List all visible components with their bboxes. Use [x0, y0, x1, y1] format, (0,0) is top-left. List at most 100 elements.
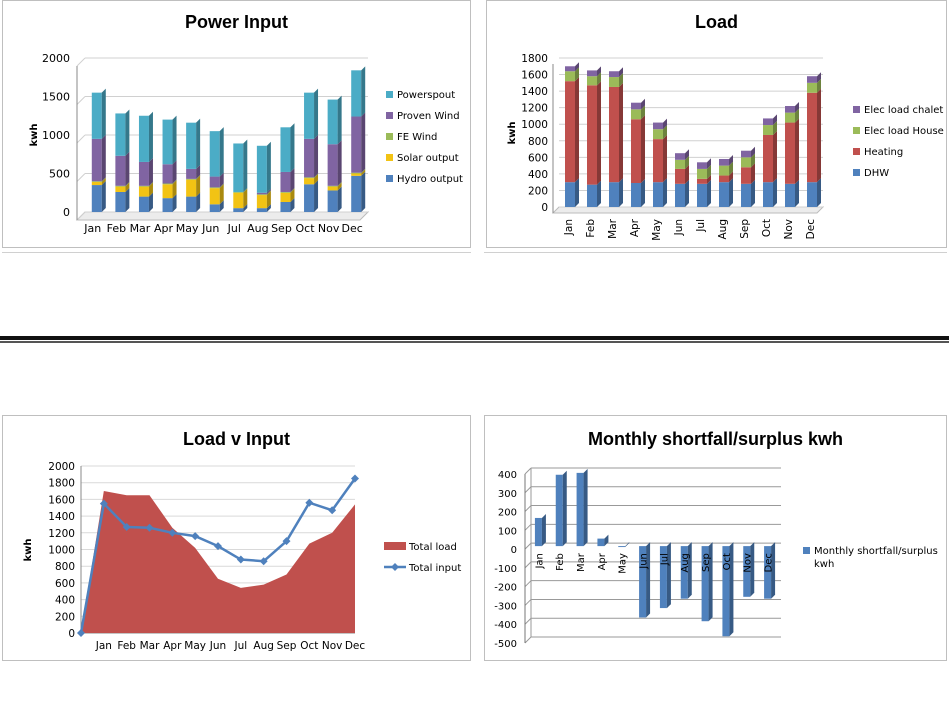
bar-powerspout-side [290, 123, 295, 172]
bar-dhw-side [663, 178, 667, 207]
bar-elec-load-house [653, 129, 663, 140]
bar-solar-output-side [361, 169, 366, 176]
y-tick-label: -300 [494, 601, 517, 612]
bar-proven-wind-side [172, 160, 177, 184]
bar-elec-load-house [675, 159, 685, 169]
power-input-plot: 0 500 1000 1500 2000 kwh Jan Feb Mar Apr May Jun Jul… [29, 52, 463, 235]
x-tick-label: Mar [576, 552, 587, 572]
bar-heating-side [619, 82, 623, 183]
bar-solar-output [91, 181, 102, 186]
bar-powerspout-side [148, 111, 153, 162]
bar-proven-wind-side [148, 157, 153, 186]
bar-fe-wind [115, 185, 126, 187]
y-tick-label: 800 [528, 136, 548, 148]
bar-solar-output-side [243, 188, 248, 209]
total-input-point [77, 629, 85, 637]
y-axis-label: kwh [29, 123, 40, 146]
bar-elec-load-chalet-side [707, 158, 711, 169]
bar-elec-load-house [609, 77, 619, 87]
gridline-side [76, 173, 86, 182]
bar-solar-output [304, 178, 315, 185]
bar-powerspout [162, 119, 173, 165]
bar-elec-load-chalet [763, 118, 773, 126]
legend-label: Hydro output [397, 174, 463, 185]
y-tick-label: 1800 [48, 478, 75, 490]
x-tick-label: Nov [322, 640, 343, 652]
bar-heating [609, 86, 619, 183]
total-input-point [122, 522, 131, 531]
bar-solar-output-side [148, 182, 153, 197]
bar-fe-wind [91, 181, 102, 182]
load-v-input-plot: 0 200 400 600 800 1000 1200 1400 1600 1800 2000 kwh… [23, 461, 461, 652]
bar-solar-output [351, 173, 362, 176]
bar-proven-wind [327, 144, 338, 186]
bar-proven-wind-side [196, 164, 201, 179]
load-v-input-chart-panel: Load v Input 0 200 400 600 800 1000 1200 1400 16… [2, 415, 471, 661]
bar-dhw-side [685, 179, 689, 207]
bar-hydro-output-side [196, 192, 201, 212]
x-tick-label: Dec [345, 640, 366, 652]
x-tick-label: Jul [233, 640, 247, 652]
bar-elec-load-chalet [631, 102, 641, 110]
bar-elec-load-house-side [773, 121, 777, 135]
power-input-title: Power Input [185, 12, 288, 32]
bar-fe-wind [233, 191, 244, 193]
bar-dhw [653, 182, 663, 207]
load-chart-panel: Load 0 200 400 600 800 1000 1200 1400 1600 1800 kw… [486, 0, 947, 248]
bar-powerspout [327, 99, 338, 145]
bar-proven-wind-side [101, 134, 106, 182]
bar-elec-load-house [697, 168, 707, 179]
shortfall-bar [722, 546, 730, 637]
bar-dhw [565, 182, 575, 207]
x-tick-label: Mar [130, 222, 151, 235]
bar-elec-load-house-side [663, 125, 667, 140]
legend-swatch [386, 175, 393, 182]
bar-elec-load-chalet-side [597, 66, 601, 77]
bar-solar-output [256, 195, 267, 209]
y-tick-label: 1800 [521, 53, 548, 65]
bar-dhw-side [707, 179, 711, 207]
x-tick-label: Sep [701, 553, 712, 572]
bar-hydro-output [351, 175, 362, 212]
gridline-side [524, 636, 532, 644]
bar-fe-wind-side [314, 173, 319, 179]
x-tick-label: Jun [209, 640, 226, 652]
bar-proven-wind-side [266, 188, 271, 195]
bar-fe-wind-side [290, 187, 295, 193]
total-input-point [99, 499, 108, 508]
x-tick-label: Oct [761, 219, 773, 237]
bar-proven-wind [162, 164, 173, 184]
bar-elec-load-chalet [807, 76, 817, 83]
shortfall-bar-side [562, 470, 567, 547]
legend-label: kwh [814, 559, 834, 570]
bar-fe-wind-side [243, 187, 248, 193]
bar-powerspout [209, 131, 220, 177]
shortfall-bar-side [625, 542, 630, 548]
bar-heating [675, 168, 685, 184]
bar-hydro-output [138, 196, 149, 212]
bar-dhw-side [619, 178, 623, 207]
x-tick-label: Nov [743, 553, 754, 573]
x-tick-label: Apr [629, 218, 641, 237]
x-tick-label: Feb [555, 553, 566, 571]
bar-elec-load-chalet-side [773, 114, 777, 126]
load-plot: 0 200 400 600 800 1000 1200 1400 1600 1800 kwh Jan F… [507, 53, 944, 241]
gridline-side [524, 467, 532, 475]
bar-elec-load-chalet [653, 122, 663, 130]
bar-heating [785, 122, 795, 184]
x-tick-label: Apr [154, 222, 174, 235]
gridline-side [524, 505, 532, 512]
bar-solar-output-side [196, 175, 201, 197]
bar-heating-side [751, 163, 755, 184]
bar-fe-wind-side [219, 183, 224, 189]
bar-hydro-output [256, 208, 267, 212]
y-tick-label: 400 [528, 169, 548, 181]
legend-swatch [386, 133, 393, 140]
shortfall-bar [639, 546, 647, 618]
shortfall-bar-side [771, 542, 776, 599]
bar-hydro-output [233, 208, 244, 212]
bar-elec-load-house [785, 112, 795, 123]
x-tick-label: Mar [140, 640, 160, 652]
gridline-side [76, 134, 86, 144]
y-tick-label: 800 [55, 561, 75, 573]
